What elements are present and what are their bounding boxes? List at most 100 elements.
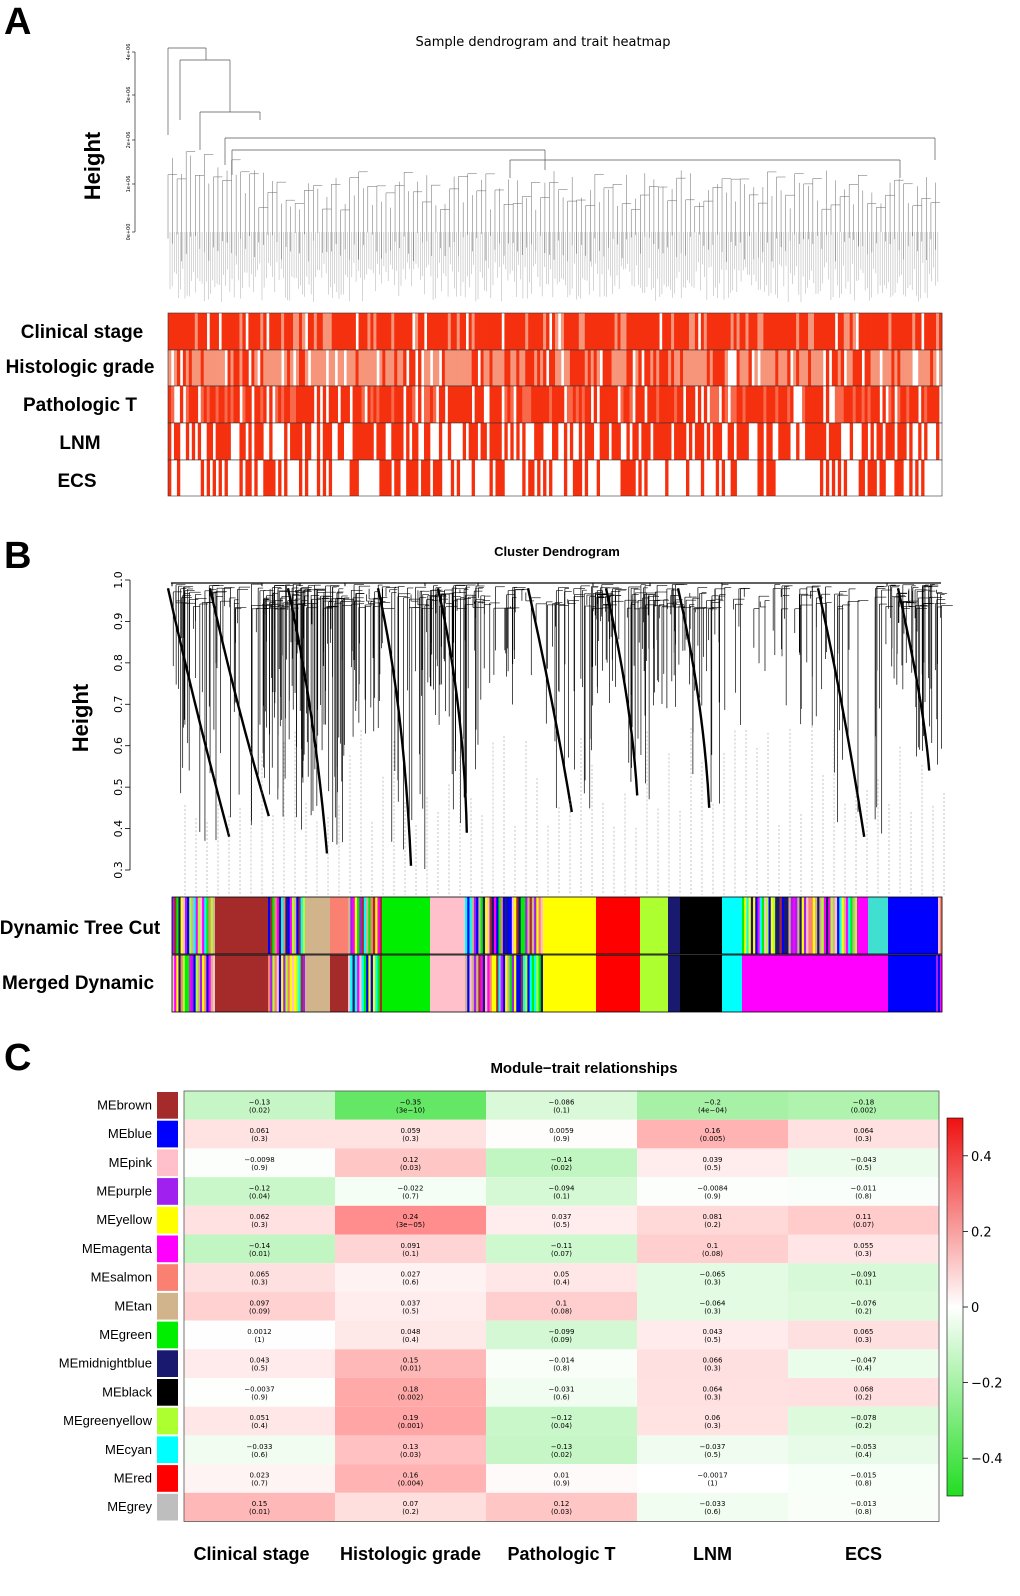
trait-cell <box>873 313 877 350</box>
cell-correlation-label: 0.11 <box>856 1213 872 1221</box>
trait-cell <box>340 423 344 460</box>
trait-cell <box>659 386 663 423</box>
trait-cell <box>581 350 586 386</box>
trait-cell <box>641 313 645 350</box>
trait-cell <box>498 460 502 496</box>
trait-cell <box>438 423 443 460</box>
trait-cell <box>349 350 353 386</box>
trait-cell <box>227 350 231 386</box>
trait-cell <box>653 350 657 386</box>
trait-cell <box>697 423 702 460</box>
module-color-block <box>888 955 936 1012</box>
trait-cell <box>409 386 413 423</box>
trait-cell <box>647 313 651 350</box>
trait-cell <box>191 313 196 350</box>
trait-cell <box>635 423 639 460</box>
trait-cell <box>572 350 577 386</box>
trait-cell <box>552 313 556 350</box>
cell-pvalue-label: (0.07) <box>551 1250 572 1258</box>
module-color-stripe <box>370 897 374 954</box>
trait-cell <box>346 313 350 350</box>
cell-correlation-label: 0.068 <box>853 1385 873 1393</box>
trait-cell <box>534 313 538 350</box>
module-color-stripe <box>176 897 179 954</box>
trait-cell <box>272 350 276 386</box>
trait-cell <box>444 313 449 350</box>
b-dendro-cluster <box>166 583 269 841</box>
panel-b-ylabel: Height <box>68 683 93 752</box>
module-color-block <box>215 897 268 954</box>
module-color-block <box>543 897 596 954</box>
heatmap-cell <box>637 1091 788 1120</box>
trait-cell <box>304 350 309 386</box>
trait-cell <box>459 350 464 386</box>
trait-cell <box>495 313 499 350</box>
heatmap-cell <box>184 1263 335 1292</box>
trait-cell <box>421 313 425 350</box>
module-color-stripe <box>828 897 831 954</box>
trait-cell <box>706 350 711 386</box>
trait-cell <box>328 313 333 350</box>
cell-correlation-label: 0.059 <box>400 1127 420 1135</box>
module-color-stripe <box>540 955 544 1012</box>
module-swatch <box>157 1092 178 1119</box>
heatmap-cell <box>637 1406 788 1436</box>
trait-cell <box>793 350 797 386</box>
trait-cell <box>203 313 208 350</box>
trait-cell <box>355 386 359 423</box>
trait-cell <box>745 350 749 386</box>
trait-cell <box>391 350 395 386</box>
trait-cell <box>498 386 502 423</box>
trait-cell <box>322 313 327 350</box>
heatmap-cell <box>486 1435 637 1465</box>
panel-a-title: Sample dendrogram and trait heatmap <box>415 35 670 50</box>
trait-cell <box>578 313 583 350</box>
trait-cell <box>677 386 681 423</box>
trait-cell <box>322 386 327 423</box>
module-color-stripe <box>491 955 495 1012</box>
module-color-stripe <box>841 897 845 954</box>
trait-label-clinical-stage: Clinical stage <box>21 322 144 343</box>
cell-correlation-label: −0.043 <box>851 1156 877 1164</box>
trait-cell <box>421 460 425 496</box>
trait-cell <box>176 423 181 460</box>
trait-cell <box>602 313 606 350</box>
heatmap-cell <box>184 1435 335 1465</box>
module-color-stripe <box>808 897 811 954</box>
module-color-stripe <box>195 955 199 1012</box>
trait-cell <box>730 313 734 350</box>
trait-cell <box>236 386 240 423</box>
module-color-stripe <box>795 897 798 954</box>
heatmap-cell <box>184 1464 335 1493</box>
trait-cell <box>304 423 309 460</box>
trait-cell <box>453 350 458 386</box>
trait-cell <box>519 350 523 386</box>
cell-correlation-label: −0.099 <box>549 1328 575 1336</box>
module-color-stripe <box>525 897 528 954</box>
cell-correlation-label: 0.1 <box>556 1299 567 1307</box>
module-color-stripe <box>289 897 293 954</box>
trait-cell <box>349 313 353 350</box>
cell-correlation-label: 0.064 <box>702 1385 723 1393</box>
heatmap-cell <box>788 1234 939 1264</box>
panel-b-module-colors <box>171 896 943 1013</box>
trait-cell <box>763 386 767 423</box>
trait-cell <box>900 423 904 460</box>
trait-cell <box>912 386 916 423</box>
module-color-stripe <box>180 897 184 954</box>
trait-cell <box>370 350 374 386</box>
trait-cell <box>412 460 416 496</box>
trait-cell <box>298 313 303 350</box>
module-color-stripe <box>350 897 353 954</box>
module-color-stripe <box>476 897 479 954</box>
trait-cell <box>224 313 228 350</box>
cell-pvalue-label: (3e−05) <box>396 1221 425 1229</box>
trait-cell <box>575 460 580 496</box>
trait-cell <box>816 313 821 350</box>
trait-cell <box>703 350 708 386</box>
trait-cell <box>480 386 484 423</box>
trait-cell <box>290 313 294 350</box>
trait-cell <box>739 350 743 386</box>
cell-pvalue-label: (0.08) <box>702 1250 723 1258</box>
a-ytick-label: 4e+06 <box>126 44 132 61</box>
